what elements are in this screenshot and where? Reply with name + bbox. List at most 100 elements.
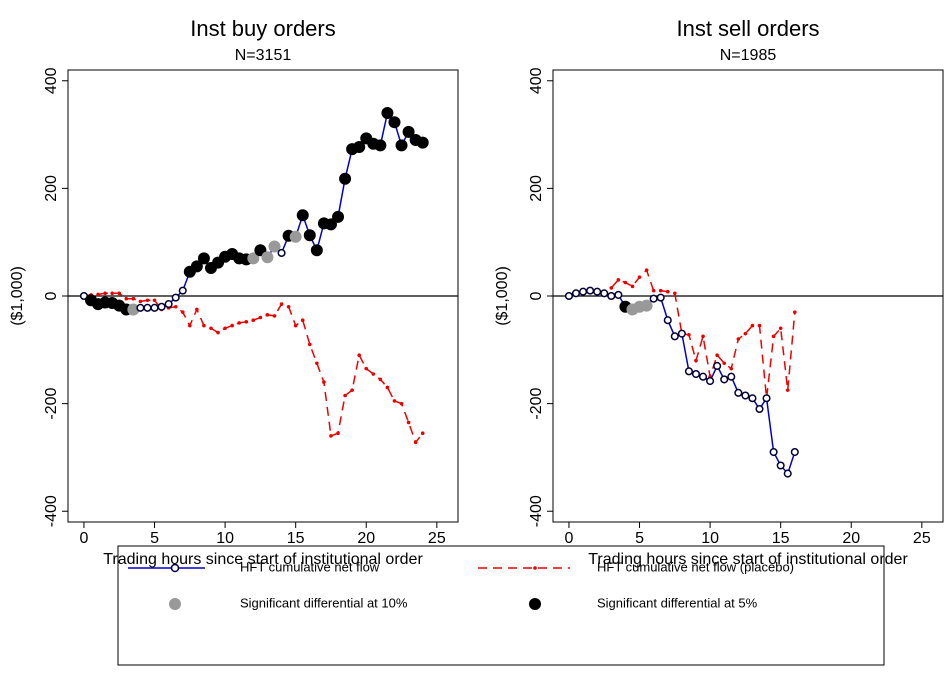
- point: [706, 376, 715, 386]
- point: [152, 298, 157, 303]
- x-tick-label: 5: [150, 530, 159, 547]
- point: [197, 252, 210, 265]
- point: [188, 323, 192, 328]
- point: [609, 286, 614, 290]
- point: [357, 353, 361, 357]
- point: [150, 303, 159, 312]
- x-tick-label: 10: [701, 530, 719, 547]
- point: [261, 251, 274, 264]
- y-tick-label: 0: [43, 291, 60, 300]
- point: [792, 310, 797, 314]
- point: [727, 372, 736, 381]
- point: [124, 296, 129, 301]
- x-tick-label: 25: [428, 530, 446, 547]
- x-tick-label: 20: [357, 530, 375, 547]
- point: [371, 372, 376, 376]
- point: [637, 275, 642, 279]
- x-tick-label: 5: [635, 530, 644, 547]
- point: [673, 291, 677, 296]
- point: [117, 291, 122, 296]
- point: [293, 323, 298, 328]
- point: [247, 252, 260, 265]
- point: [157, 302, 166, 311]
- point: [303, 229, 316, 242]
- point: [623, 280, 628, 285]
- point: [691, 369, 701, 379]
- x-tick-label: 0: [564, 530, 573, 547]
- point: [339, 172, 352, 185]
- point: [296, 209, 309, 222]
- point: [722, 361, 727, 366]
- x-tick-label: 25: [913, 530, 931, 547]
- point: [289, 230, 302, 243]
- point: [251, 318, 256, 323]
- x-tick-label: 15: [772, 530, 790, 547]
- point: [757, 323, 762, 328]
- point: [300, 318, 305, 323]
- point: [734, 388, 743, 397]
- y-tick-label: 0: [528, 291, 545, 300]
- point: [131, 296, 136, 301]
- y-tick-label: -400: [528, 495, 545, 527]
- point: [651, 288, 656, 293]
- point: [310, 244, 323, 257]
- point: [630, 284, 635, 289]
- point: [127, 303, 140, 316]
- point: [616, 278, 621, 282]
- point: [216, 330, 220, 335]
- point: [103, 291, 107, 296]
- point: [180, 310, 185, 314]
- point: [736, 337, 741, 341]
- point: [684, 367, 693, 376]
- point: [381, 107, 394, 120]
- point: [164, 300, 173, 309]
- point: [593, 287, 602, 296]
- legend-marker: [170, 563, 180, 573]
- point: [694, 358, 698, 363]
- point: [258, 315, 263, 320]
- point: [279, 302, 284, 306]
- x-tick-label: 0: [79, 530, 88, 547]
- point: [776, 461, 785, 470]
- y-tick-label: 200: [43, 175, 60, 202]
- point: [286, 304, 291, 309]
- x-tick-label: 15: [287, 530, 305, 547]
- point: [785, 388, 790, 392]
- point: [388, 116, 401, 129]
- y-axis-label: ($1,000): [494, 266, 511, 326]
- point: [336, 431, 340, 436]
- point: [750, 323, 755, 328]
- point: [406, 420, 411, 425]
- point: [378, 377, 383, 382]
- point: [649, 294, 658, 303]
- point: [769, 447, 778, 457]
- point: [374, 139, 387, 152]
- y-tick-label: -200: [528, 388, 545, 420]
- point: [237, 321, 242, 325]
- x-tick-label: 20: [842, 530, 860, 547]
- legend-box: [117, 545, 885, 666]
- point: [579, 287, 588, 296]
- legend-label: Significant differential at 5%: [597, 595, 758, 610]
- point: [571, 289, 581, 298]
- point: [178, 286, 187, 295]
- point: [600, 289, 609, 298]
- point: [136, 303, 145, 312]
- y-tick-label: -400: [43, 495, 60, 527]
- y-tick-label: 400: [528, 67, 545, 94]
- point: [665, 289, 670, 294]
- point: [190, 260, 203, 273]
- point: [687, 332, 691, 337]
- point: [268, 240, 281, 253]
- legend-label: HFT cumulative net flow (placebo): [597, 559, 794, 574]
- point: [353, 140, 366, 153]
- point: [771, 334, 776, 339]
- point: [713, 361, 722, 371]
- point: [343, 393, 347, 398]
- point: [658, 288, 663, 293]
- point: [701, 334, 705, 339]
- point: [564, 291, 574, 301]
- point: [416, 136, 429, 149]
- legend-label: Significant differential at 10%: [240, 595, 408, 610]
